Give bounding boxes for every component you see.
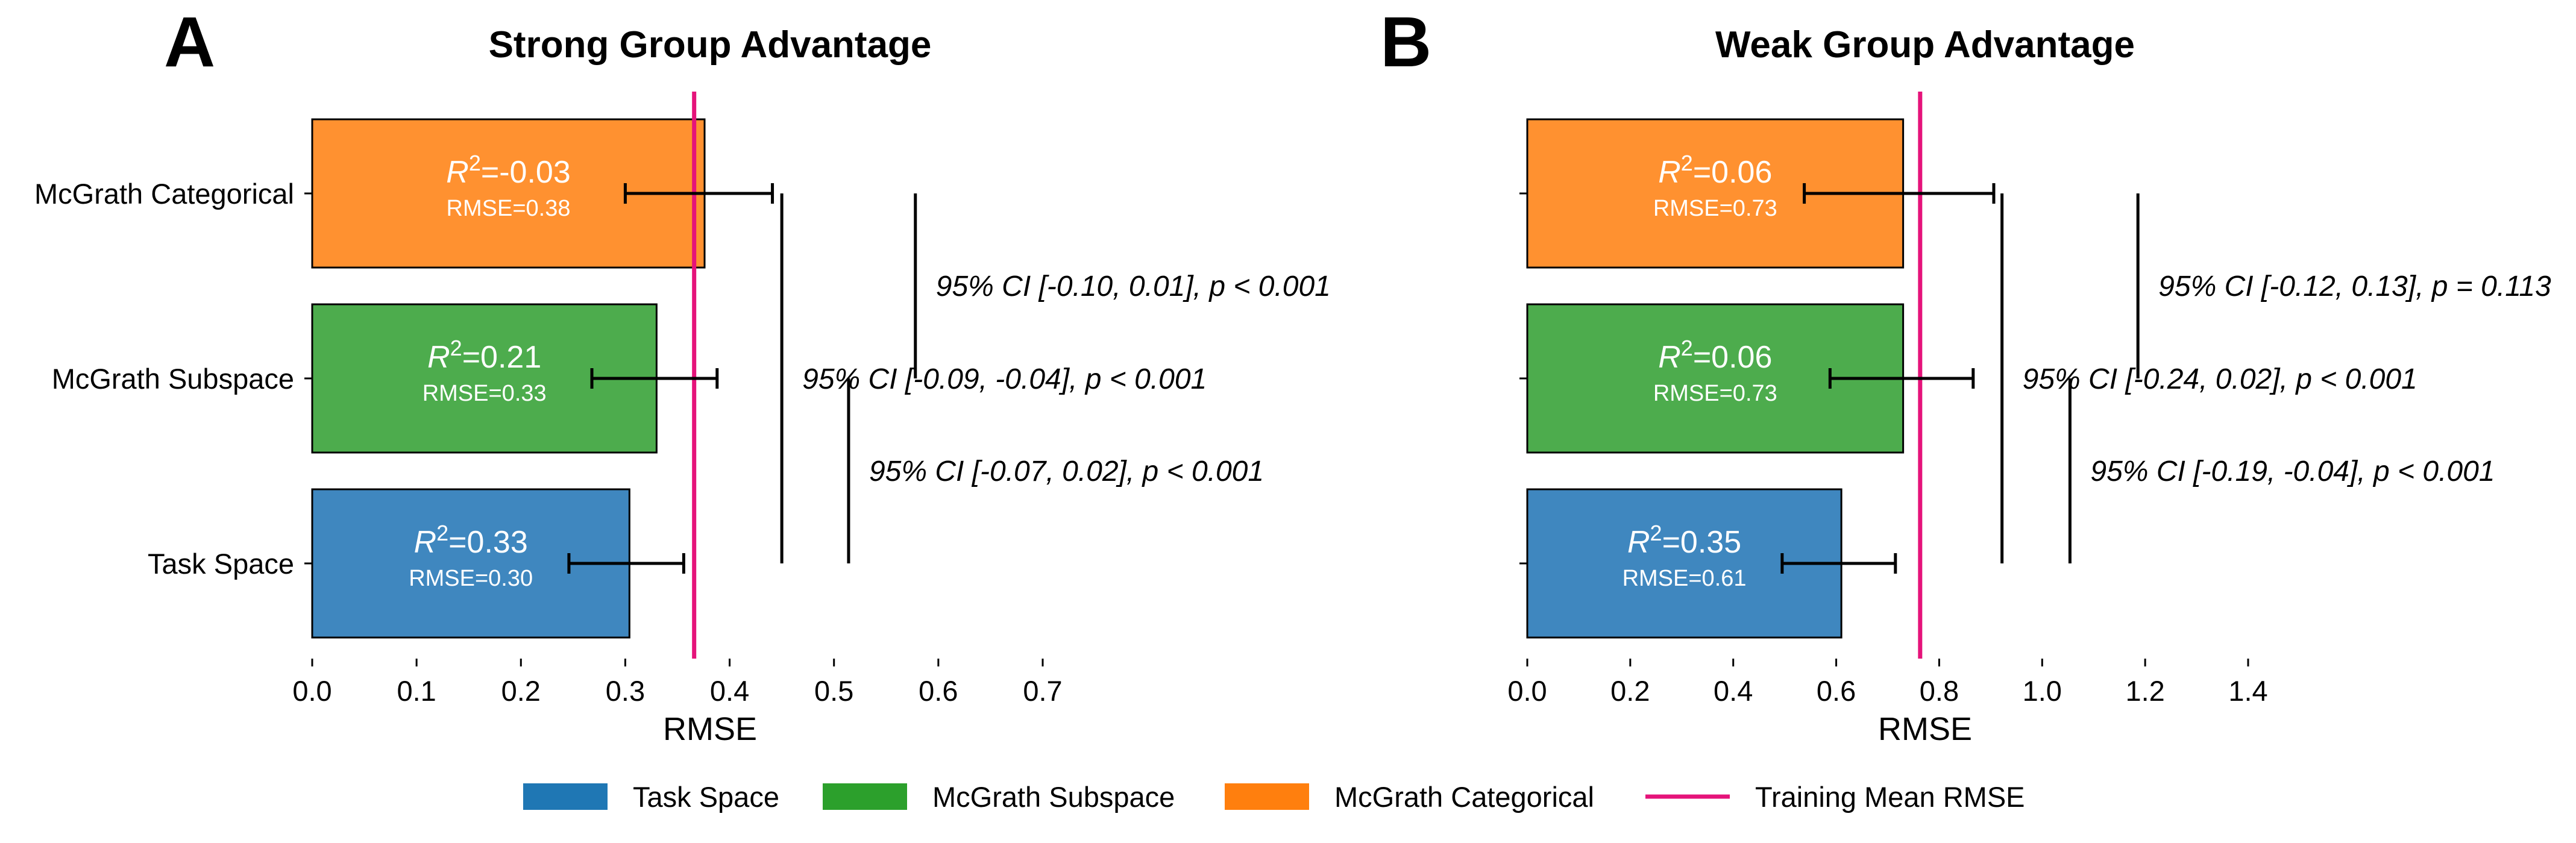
- x-tick-label-a-7: 0.7: [1023, 675, 1062, 707]
- y-tick-label-mcgrath-categorical: McGrath Categorical: [34, 178, 294, 210]
- rmse-label-mcgrath-subspace-a: RMSE=0.33: [423, 381, 547, 406]
- rmse-label-mcgrath-categorical-b: RMSE=0.73: [1653, 196, 1777, 221]
- comparison-ci-label-b-0: 95% CI [-0.24, 0.02], p < 0.001: [2023, 363, 2417, 395]
- legend-swatch-mcgrath-categorical: [1225, 783, 1309, 810]
- x-tick-label-a-4: 0.4: [710, 675, 749, 707]
- x-tick-label-b-3: 0.6: [1817, 675, 1856, 707]
- x-tick-label-a-2: 0.2: [501, 675, 541, 707]
- r2-label-mcgrath-categorical-a: R2=-0.03: [446, 151, 570, 190]
- legend: Task Space McGrath Subspace McGrath Catego…: [523, 781, 2025, 813]
- legend-swatch-task-space: [523, 783, 608, 810]
- legend-label-training-mean-rmse: Training Mean RMSE: [1755, 781, 2025, 813]
- panel-letter-b: B: [1380, 2, 1431, 82]
- r2-label-task-space-b: R2=0.35: [1627, 521, 1741, 560]
- r2-label-mcgrath-subspace-b: R2=0.06: [1658, 336, 1772, 375]
- y-tick-label-task-space: Task Space: [148, 548, 294, 580]
- x-tick-label-a-1: 0.1: [397, 675, 436, 707]
- legend-label-mcgrath-categorical: McGrath Categorical: [1334, 781, 1594, 813]
- comparison-ci-label-b-2: 95% CI [-0.12, 0.13], p = 0.113: [2158, 271, 2551, 302]
- x-axis-label-b: RMSE: [1878, 711, 1972, 747]
- comparison-ci-label-a-1: 95% CI [-0.07, 0.02], p < 0.001: [869, 456, 1264, 487]
- x-tick-label-b-0: 0.0: [1507, 675, 1547, 707]
- comparison-ci-label-b-1: 95% CI [-0.19, -0.04], p < 0.001: [2090, 456, 2495, 487]
- r2-label-mcgrath-categorical-b: R2=0.06: [1658, 151, 1772, 190]
- x-tick-label-a-5: 0.5: [814, 675, 853, 707]
- panel-b: B Weak Group Advantage RMSE R2=0.06 RMSE=…: [1380, 2, 2551, 747]
- panel-title-b: Weak Group Advantage: [1715, 24, 2135, 66]
- rmse-label-task-space-b: RMSE=0.61: [1623, 566, 1747, 591]
- panel-a: A Strong Group Advantage RMSE R2=-0.03 RM…: [34, 2, 1331, 747]
- x-tick-label-b-4: 0.8: [1920, 675, 1959, 707]
- x-tick-label-b-5: 1.0: [2023, 675, 2062, 707]
- x-tick-label-b-2: 0.4: [1714, 675, 1753, 707]
- x-tick-label-a-6: 0.6: [919, 675, 958, 707]
- panel-title-a: Strong Group Advantage: [489, 24, 932, 66]
- comparison-ci-label-a-2: 95% CI [-0.10, 0.01], p < 0.001: [936, 271, 1331, 302]
- r2-label-mcgrath-subspace-a: R2=0.21: [427, 336, 541, 375]
- x-tick-label-a-0: 0.0: [292, 675, 331, 707]
- rmse-label-task-space-a: RMSE=0.30: [409, 566, 533, 591]
- comparison-ci-label-a-0: 95% CI [-0.09, -0.04], p < 0.001: [802, 363, 1207, 395]
- legend-swatch-mcgrath-subspace: [823, 783, 907, 810]
- x-tick-label-b-7: 1.4: [2228, 675, 2267, 707]
- y-tick-label-mcgrath-subspace: McGrath Subspace: [52, 363, 294, 395]
- legend-label-task-space: Task Space: [633, 781, 779, 813]
- rmse-label-mcgrath-categorical-a: RMSE=0.38: [447, 196, 571, 221]
- rmse-label-mcgrath-subspace-b: RMSE=0.73: [1653, 381, 1777, 406]
- panel-letter-a: A: [164, 2, 215, 82]
- x-tick-label-a-3: 0.3: [606, 675, 645, 707]
- x-tick-label-b-1: 0.2: [1610, 675, 1650, 707]
- x-tick-label-b-6: 1.2: [2125, 675, 2164, 707]
- r2-label-task-space-a: R2=0.33: [414, 521, 528, 560]
- x-axis-label-a: RMSE: [663, 711, 757, 747]
- legend-label-mcgrath-subspace: McGrath Subspace: [932, 781, 1175, 813]
